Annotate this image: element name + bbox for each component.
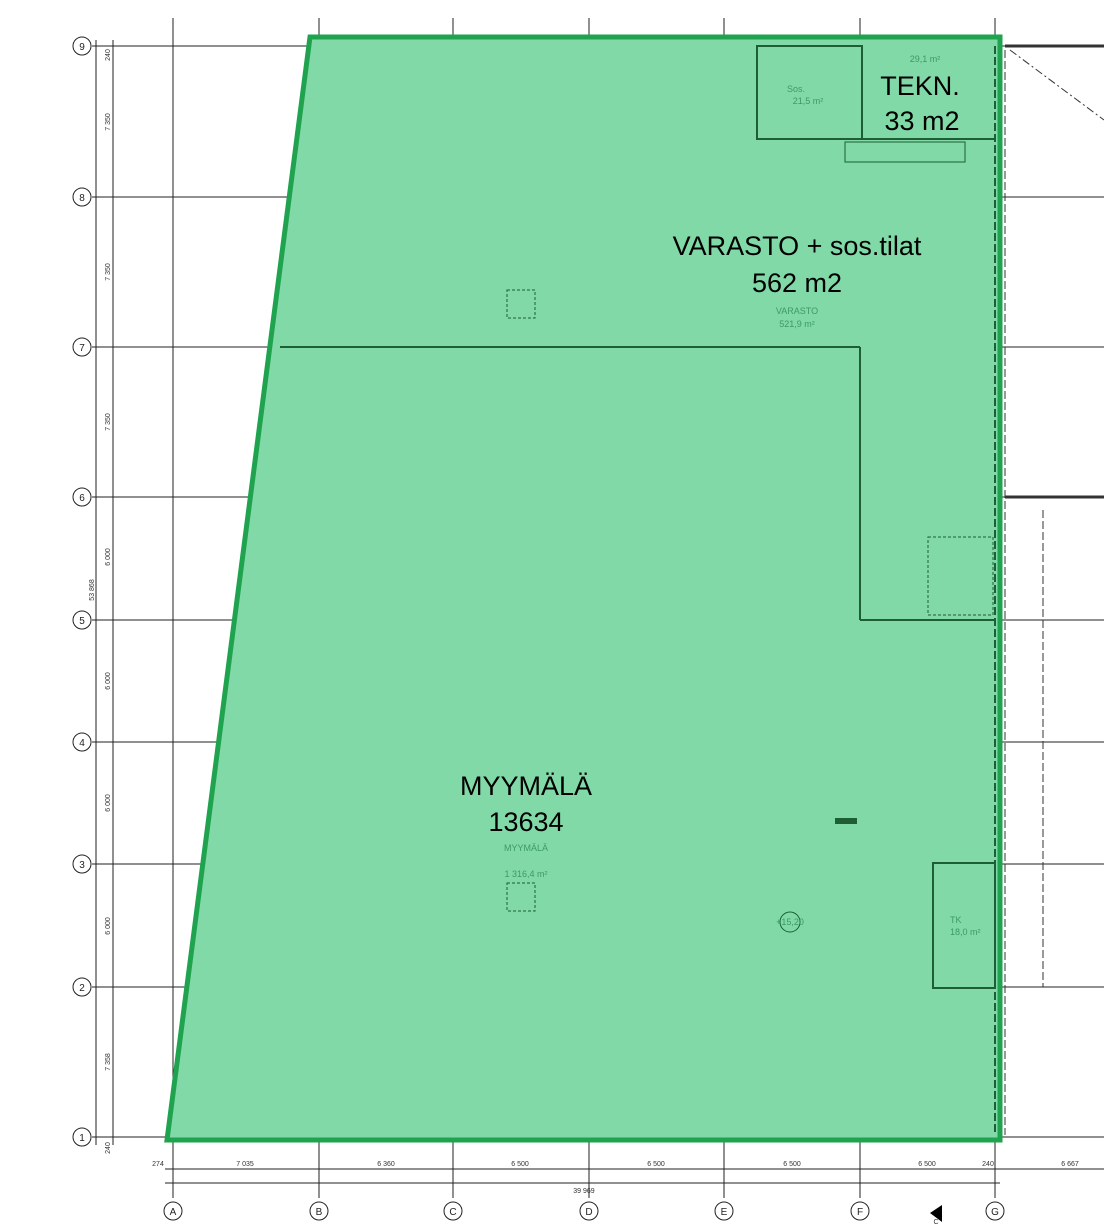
grid-label-C: C (449, 1207, 456, 1218)
tk-room (932, 862, 996, 989)
dimension-label: 6 500 (511, 1161, 529, 1168)
dimension-label: 7 350 (105, 113, 112, 131)
level-marker-label: +15,20 (776, 917, 804, 927)
grid-bubble-F (850, 1201, 870, 1221)
myymala-orig-area: 1 316,4 m² (504, 869, 547, 879)
dimension-label: 240 (105, 1142, 112, 1154)
dimension-label: 6 360 (377, 1161, 395, 1168)
tekn-title: TEKN. (880, 71, 960, 101)
tekn-area: 33 m2 (884, 106, 959, 136)
interior-walls (280, 45, 996, 1135)
varasto-area: 562 m2 (752, 268, 842, 298)
myymala-area: 13634 (488, 807, 563, 837)
varasto-title: VARASTO + sos.tilat (673, 231, 922, 261)
grid-bubble-C (443, 1201, 463, 1221)
dimension-label: 6 000 (105, 672, 112, 690)
dimension-label: 240 (982, 1161, 994, 1168)
dimension-label: 6 667 (1061, 1161, 1079, 1168)
grid-bubble-D (579, 1201, 599, 1221)
grid-bubble-A (163, 1201, 183, 1221)
dimension-label: 6 000 (105, 794, 112, 812)
grid-label-B: B (316, 1207, 323, 1218)
grid-bubble-4 (72, 732, 92, 752)
dimension-label: 6 500 (647, 1161, 665, 1168)
grid-label-5: 5 (79, 616, 85, 627)
sos-title: Sos. (787, 84, 805, 94)
dimension-label: 6 000 (105, 917, 112, 935)
grid-bubble-3 (72, 854, 92, 874)
grid-bubble-8 (72, 187, 92, 207)
dimension-label: 7 358 (105, 1053, 112, 1071)
grid-bubble-2 (72, 977, 92, 997)
grid-bubble-9 (72, 36, 92, 56)
building-area (164, 34, 1003, 1143)
grid-label-4: 4 (79, 738, 85, 749)
dimension-label: 274 (152, 1161, 164, 1168)
dimension-label: 6 000 (105, 548, 112, 566)
myymala-title: MYYMÄLÄ (460, 771, 592, 801)
grid-bubble-G (985, 1201, 1005, 1221)
grid-bubble-5 (72, 610, 92, 630)
dimension-total: 53 868 (89, 579, 96, 601)
sos-area: 21,5 m² (793, 96, 824, 106)
grid-label-2: 2 (79, 983, 85, 994)
level-marker (779, 911, 801, 933)
tk-area: 18,0 m² (950, 927, 981, 937)
section-marker: C (930, 1205, 942, 1226)
grid-label-D: D (585, 1207, 592, 1218)
grid-bubble-1 (72, 1127, 92, 1147)
grid-bubble-6 (72, 487, 92, 507)
grid-label-3: 3 (79, 860, 85, 871)
grid-label-E: E (721, 1207, 728, 1218)
grid-label-F: F (857, 1207, 863, 1218)
grid-label-7: 7 (79, 343, 85, 354)
grid-label-A: A (170, 1207, 177, 1218)
dimension-label: 6 500 (918, 1161, 936, 1168)
dimension-label: 240 (105, 49, 112, 61)
varasto-orig-title: VARASTO (776, 306, 818, 316)
grid-bubble-B (309, 1201, 329, 1221)
myymala-orig-title: MYYMÄLÄ (504, 843, 548, 853)
dimension-label: 6 500 (783, 1161, 801, 1168)
tekn-orig-area: 29,1 m² (910, 54, 941, 64)
svg-text:C: C (933, 1219, 938, 1226)
sos-room (756, 45, 863, 140)
grid-label-9: 9 (79, 42, 85, 53)
dimension-total: 39 969 (573, 1188, 595, 1195)
grid-bubble-E (714, 1201, 734, 1221)
grid-label-1: 1 (79, 1133, 85, 1144)
grid-label-8: 8 (79, 193, 85, 204)
tk-title: TK (950, 915, 962, 925)
dimension-label: 7 350 (105, 263, 112, 281)
grid-bubble-7 (72, 337, 92, 357)
grid-label-6: 6 (79, 493, 85, 504)
varasto-orig-area: 521,9 m² (779, 319, 815, 329)
dimension-label: 7 035 (236, 1161, 254, 1168)
dimension-label: 7 350 (105, 413, 112, 431)
dimension-lines: 274 7 035 6 360 6 500 6 500 6 500 6 500 240 6 66… (89, 40, 1104, 1195)
stairs (844, 141, 966, 163)
grid-label-G: G (991, 1207, 999, 1218)
